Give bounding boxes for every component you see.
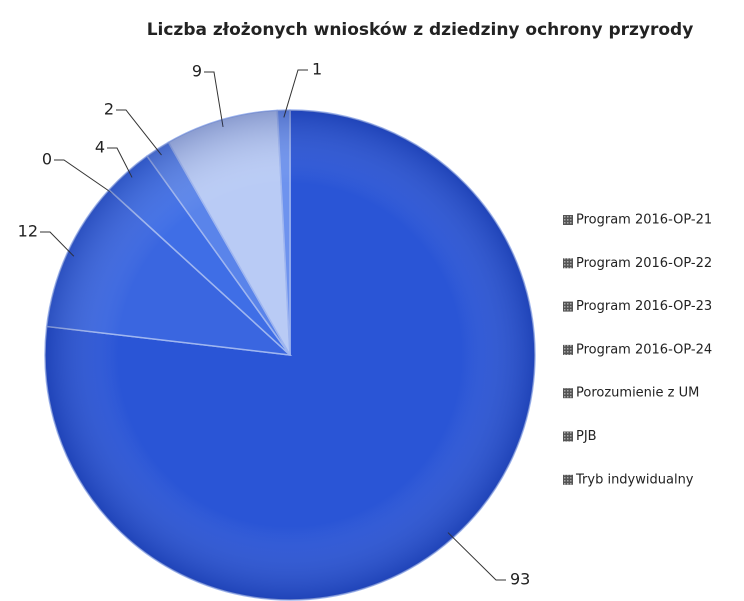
legend-swatch: [563, 431, 573, 442]
legend-swatch: [563, 388, 573, 399]
legend-swatch: [563, 258, 573, 269]
legend-label: Program 2016-OP-24: [576, 342, 712, 357]
legend-swatch: [563, 474, 573, 485]
data-label: 4: [95, 138, 105, 157]
legend-label: Program 2016-OP-21: [576, 213, 712, 228]
legend-swatch: [563, 301, 573, 312]
leader-line: [116, 109, 162, 156]
legend-swatch: [563, 215, 573, 225]
chart-title: Liczba złożonych wniosków z dziedziny oc…: [147, 20, 694, 40]
legend-label: Tryb indywidualny: [575, 472, 694, 487]
data-label: 1: [312, 60, 322, 79]
leader-line: [447, 532, 506, 581]
leader-line: [204, 71, 224, 128]
data-label: 0: [42, 150, 52, 169]
legend-label: Porozumienie z UM: [576, 386, 699, 401]
data-label: 2: [104, 100, 114, 119]
data-label: 12: [18, 222, 38, 241]
leader-line: [283, 69, 308, 118]
data-label: 93: [510, 570, 530, 589]
data-label: 9: [192, 62, 202, 81]
legend-swatch: [563, 344, 573, 355]
legend-label: PJB: [576, 429, 597, 444]
leader-line: [54, 159, 115, 196]
legend-label: Program 2016-OP-23: [576, 299, 712, 314]
legend-label: Program 2016-OP-22: [576, 256, 712, 271]
